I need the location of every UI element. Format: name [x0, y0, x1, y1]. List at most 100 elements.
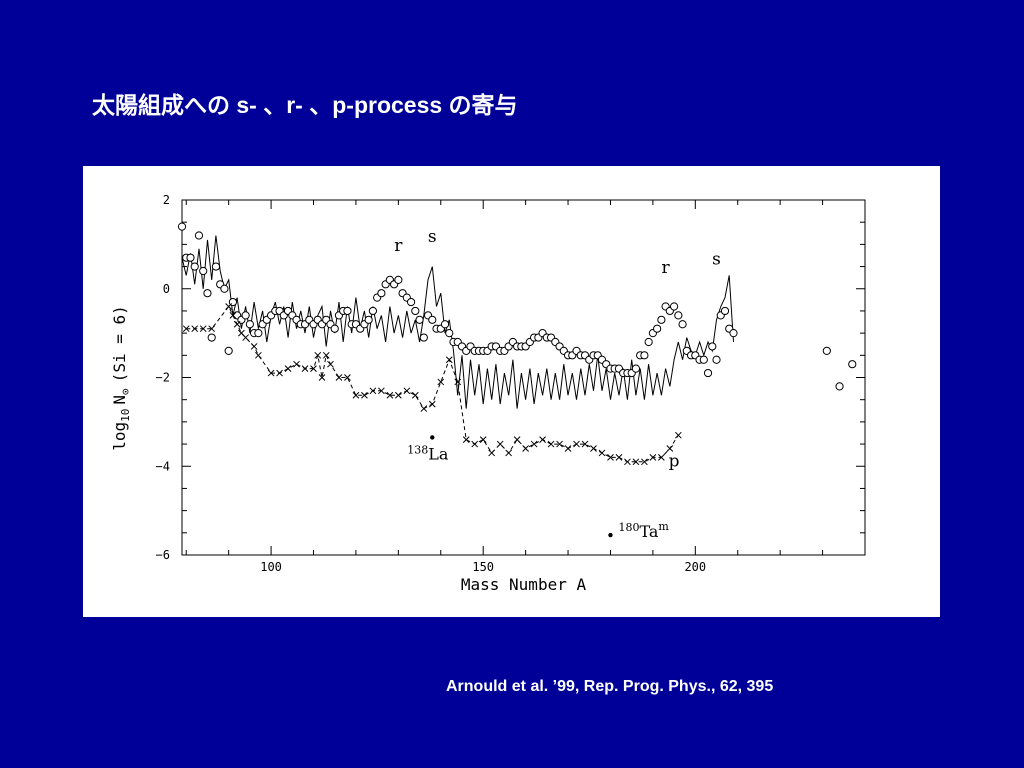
- circle-point: [678, 320, 687, 329]
- cross-point: [314, 351, 322, 359]
- y-tick-label: −2: [156, 371, 170, 385]
- circle-point: [190, 262, 199, 271]
- cross-point: [352, 391, 360, 399]
- isotope-superscript: m: [658, 520, 669, 533]
- cross-point: [208, 325, 216, 333]
- isotope-symbol: Ta: [639, 522, 658, 541]
- cross-point: [564, 445, 572, 452]
- cross-point: [598, 449, 606, 457]
- x-tick-label: 100: [260, 560, 282, 574]
- isotope-point-Ta: [608, 532, 613, 538]
- y-label-log: log: [110, 422, 129, 451]
- cross-point: [420, 405, 428, 412]
- series-circle-markers: [177, 222, 857, 391]
- cross-point: [488, 449, 496, 457]
- circle-point: [394, 275, 403, 284]
- cross-point: [428, 400, 436, 408]
- circle-point: [411, 306, 420, 316]
- cross-point: [242, 334, 249, 341]
- cross-point: [632, 458, 640, 466]
- cross-point: [225, 303, 233, 310]
- circle-point: [822, 346, 831, 355]
- cross-point: [445, 356, 453, 364]
- cross-point: [437, 378, 445, 386]
- y-tick-label: 0: [163, 282, 170, 296]
- process-label-r: r: [394, 236, 403, 256]
- isotope-mass: 138: [407, 443, 428, 456]
- cross-point: [361, 391, 368, 399]
- series-solid-line: [181, 235, 734, 409]
- cross-point: [199, 325, 207, 333]
- circle-point: [368, 306, 378, 316]
- isotope-layer: 138La 180Tam: [407, 435, 669, 541]
- circle-point: [640, 351, 649, 360]
- y-label-subscript: 10: [119, 409, 132, 422]
- cross-point: [395, 391, 402, 399]
- circle-point: [657, 315, 666, 324]
- series-line-dashed: [186, 305, 679, 463]
- cross-point: [658, 454, 665, 461]
- circle-point: [364, 315, 373, 324]
- circle-point: [440, 320, 450, 329]
- circle-point: [699, 355, 708, 364]
- cross-point: [505, 449, 513, 457]
- circle-point: [720, 306, 730, 316]
- cross-point: [624, 458, 631, 466]
- cross-point: [327, 360, 334, 368]
- x-tick-label: 150: [472, 560, 494, 574]
- circle-point: [199, 266, 208, 276]
- cross-point: [378, 387, 385, 395]
- circle-point: [254, 329, 263, 338]
- circle-point: [669, 302, 679, 311]
- y-tick-label: −4: [156, 459, 170, 473]
- process-label-p: p: [669, 451, 680, 471]
- process-label-s: s: [428, 227, 437, 247]
- circle-point: [419, 333, 428, 342]
- cross-point: [513, 436, 521, 443]
- cross-point: [284, 365, 292, 372]
- cross-point: [547, 440, 555, 448]
- series-layer: [177, 222, 857, 466]
- isotope-label-Ta: 180Tam: [618, 520, 669, 541]
- cross-point: [539, 436, 546, 443]
- process-label-r: r: [662, 258, 671, 278]
- circle-point: [415, 315, 424, 324]
- cross-point: [322, 351, 330, 359]
- circle-point: [245, 320, 254, 329]
- slide-title: 太陽組成への s- 、r- 、p-process の寄与: [92, 92, 518, 118]
- cross-point: [191, 325, 199, 333]
- circle-point: [186, 253, 195, 262]
- isotope-mass: 180: [618, 521, 639, 534]
- circle-point: [377, 289, 386, 298]
- abundance-chart: 100 150 200 2 0 −2 −4 −6 r s r s p 138La 180Tam Mas…: [110, 193, 866, 594]
- cross-point: [310, 365, 317, 372]
- cross-point: [229, 312, 237, 319]
- cross-point: [522, 445, 529, 452]
- cross-point: [479, 436, 487, 443]
- cross-point: [267, 369, 275, 377]
- circle-point: [835, 382, 844, 391]
- cross-point: [530, 440, 538, 448]
- cross-point: [318, 374, 326, 381]
- cross-point: [369, 387, 377, 395]
- circle-point: [177, 222, 187, 231]
- circle-point: [708, 342, 717, 351]
- cross-point: [293, 360, 300, 368]
- cross-point: [276, 369, 283, 377]
- cross-point: [649, 454, 657, 461]
- circle-point: [330, 324, 339, 333]
- series-cross-dashed: [182, 303, 682, 466]
- y-tick-labels: 2 0 −2 −4 −6: [156, 193, 170, 562]
- cross-point: [255, 351, 262, 359]
- isotope-label-La: 138La: [407, 443, 449, 463]
- cross-point: [581, 440, 589, 448]
- x-tick-labels: 100 150 200: [260, 560, 706, 574]
- cross-point: [250, 343, 258, 350]
- cross-point: [233, 320, 241, 328]
- circle-point: [674, 311, 683, 320]
- cross-point: [411, 391, 419, 399]
- y-axis-label: log10 N⊙ (Si = 6): [110, 305, 132, 450]
- cross-point: [462, 436, 470, 443]
- figure-panel: 100 150 200 2 0 −2 −4 −6 r s r s p 138La 180Tam Mas…: [83, 166, 940, 617]
- cross-point: [590, 445, 597, 452]
